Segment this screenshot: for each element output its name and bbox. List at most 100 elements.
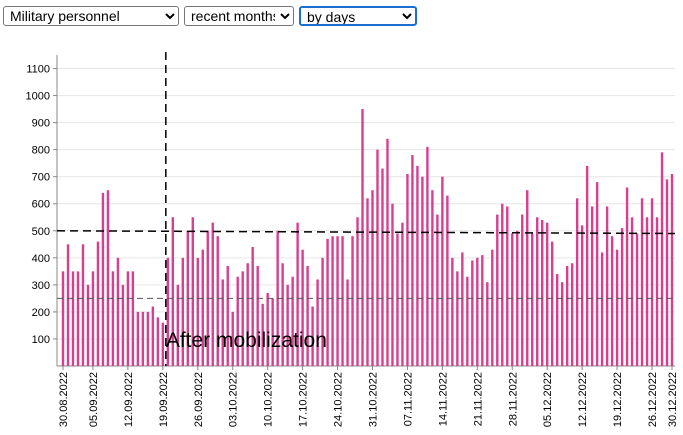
bar xyxy=(491,249,494,366)
bar xyxy=(421,176,424,366)
bar xyxy=(595,182,599,366)
bar xyxy=(311,306,314,366)
bar xyxy=(605,206,609,366)
bar xyxy=(161,322,165,366)
bar xyxy=(261,303,264,366)
bar xyxy=(555,274,559,366)
bar xyxy=(96,241,100,366)
x-tick-label: 03.10.2022 xyxy=(228,372,240,427)
bar xyxy=(66,244,70,366)
bar xyxy=(635,233,639,366)
bar xyxy=(565,265,569,366)
bar xyxy=(486,282,489,366)
bar xyxy=(221,279,224,366)
bar xyxy=(580,225,584,366)
bar xyxy=(131,271,135,366)
bar xyxy=(406,173,409,366)
bar xyxy=(351,236,354,366)
granularity-select[interactable]: by days xyxy=(299,6,417,26)
bar xyxy=(201,249,204,366)
bar xyxy=(111,271,115,366)
y-tick-label: 700 xyxy=(32,172,50,184)
bar xyxy=(231,311,234,366)
bar xyxy=(446,195,449,366)
bar xyxy=(610,236,614,366)
x-tick-label: 19.12.2022 xyxy=(612,372,624,427)
bar xyxy=(266,292,269,366)
bar xyxy=(466,276,469,366)
x-tick-label: 17.10.2022 xyxy=(298,372,310,427)
bar xyxy=(396,233,399,366)
annotation-text: After mobilization xyxy=(166,329,327,352)
bar xyxy=(61,271,65,366)
bar xyxy=(176,284,180,366)
bar xyxy=(141,311,145,366)
bar xyxy=(496,214,499,366)
bar xyxy=(241,271,244,366)
y-tick-label: 200 xyxy=(32,307,50,319)
bar xyxy=(521,214,524,366)
period-select[interactable]: recent months xyxy=(184,6,294,26)
x-tick-label: 26.09.2022 xyxy=(193,372,205,427)
x-tick-label: 31.10.2022 xyxy=(367,372,379,427)
x-tick-label: 07.11.2022 xyxy=(402,372,414,426)
bar xyxy=(196,257,199,366)
bar xyxy=(526,190,529,366)
bar xyxy=(316,279,319,366)
metric-select[interactable]: Military personnel xyxy=(3,6,179,26)
bar xyxy=(585,165,589,366)
bar xyxy=(101,192,105,366)
bar xyxy=(461,252,464,366)
bar xyxy=(476,257,479,366)
bar xyxy=(645,217,649,366)
bar xyxy=(546,222,549,366)
x-tick-label: 12.12.2022 xyxy=(577,372,589,427)
bar xyxy=(615,249,619,366)
bar xyxy=(560,282,564,366)
bar xyxy=(136,311,140,366)
bar xyxy=(501,203,504,366)
bar xyxy=(321,257,324,366)
bar xyxy=(426,146,429,366)
bar xyxy=(625,187,629,366)
bar xyxy=(236,276,239,366)
bar xyxy=(346,279,349,366)
bar xyxy=(431,190,434,366)
bar xyxy=(191,217,194,366)
bar xyxy=(331,236,334,366)
y-tick-label: 900 xyxy=(32,118,50,130)
bar xyxy=(106,190,110,366)
x-tick-label: 21.11.2022 xyxy=(472,372,484,426)
bar xyxy=(116,257,120,366)
bar xyxy=(660,152,664,366)
x-tick-label: 14.11.2022 xyxy=(437,372,449,426)
x-tick-label: 24.10.2022 xyxy=(333,372,345,427)
bar xyxy=(391,203,394,366)
x-tick-label: 30.08.2022 xyxy=(58,372,70,427)
bar xyxy=(121,284,125,366)
bar xyxy=(71,271,75,366)
bar xyxy=(326,238,329,366)
x-tick-label: 05.12.2022 xyxy=(542,372,554,427)
bar xyxy=(600,252,604,366)
y-tick-label: 300 xyxy=(32,280,50,292)
bar xyxy=(536,217,539,366)
x-tick-label: 12.09.2022 xyxy=(123,372,135,427)
bar xyxy=(550,241,554,366)
bar xyxy=(306,265,309,366)
bar xyxy=(630,217,634,366)
x-tick-label: 30.12.2022 xyxy=(667,372,679,427)
bar xyxy=(640,198,644,366)
bar xyxy=(291,276,294,366)
bar xyxy=(381,168,384,366)
bar xyxy=(436,214,439,366)
bar xyxy=(655,217,659,366)
bar xyxy=(575,198,579,366)
y-tick-label: 600 xyxy=(32,199,50,211)
bar xyxy=(541,219,544,366)
bar xyxy=(511,233,514,366)
y-tick-label: 400 xyxy=(32,253,50,265)
bar xyxy=(570,263,574,366)
